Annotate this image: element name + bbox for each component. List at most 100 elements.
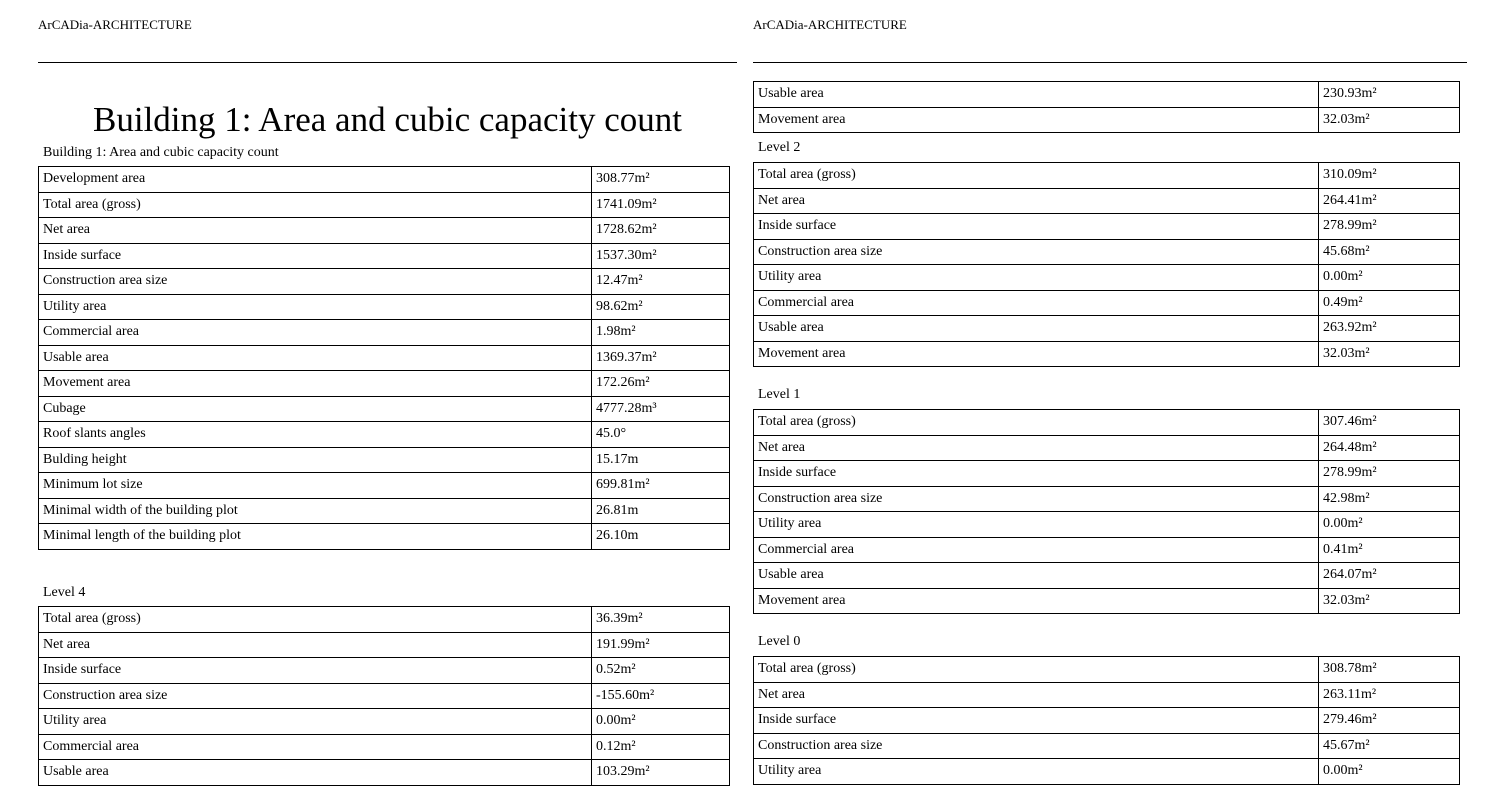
cell-value: 45.67m² <box>1318 732 1460 759</box>
table-row: Net area 264.41m² <box>753 187 1460 214</box>
page-title: Building 1: Area and cubic capacity coun… <box>93 100 682 139</box>
cell-value: 308.78m² <box>1318 656 1460 683</box>
section-label: Level 1 <box>758 387 801 402</box>
cell-name: Usable area <box>753 315 1319 342</box>
cell-name: Utility area <box>753 758 1319 785</box>
table-row: Net area 1728.62m² <box>38 217 730 244</box>
table-row: Roof slants angles 45.0° <box>38 421 730 448</box>
area-table: Total area (gross) 310.09m² Net area 264.41… <box>753 162 1460 367</box>
cell-name: Movement area <box>753 587 1319 614</box>
cell-value: 310.09m² <box>1318 162 1460 189</box>
table-row: Net area 264.48m² <box>753 434 1460 461</box>
cell-value: 307.46m² <box>1318 409 1460 436</box>
cell-name: Net area <box>38 631 592 658</box>
cell-value: 42.98m² <box>1318 485 1460 512</box>
cell-value: 1728.62m² <box>591 217 730 244</box>
cell-name: Roof slants angles <box>38 421 592 448</box>
cell-value: 230.93m² <box>1318 81 1460 108</box>
area-table: Total area (gross) 308.78m² Net area 263.11… <box>753 656 1460 785</box>
table-row: Commercial area 1.98m² <box>38 319 730 346</box>
cell-value: 264.48m² <box>1318 434 1460 461</box>
cell-value: 1741.09m² <box>591 191 730 218</box>
table-row: Commercial area 0.12m² <box>38 733 730 760</box>
cell-name: Inside surface <box>38 657 592 684</box>
cell-value: 26.10m <box>591 523 730 550</box>
cell-value: 15.17m <box>591 446 730 473</box>
cell-name: Total area (gross) <box>753 409 1319 436</box>
cell-name: Net area <box>753 187 1319 214</box>
cell-value: 32.03m² <box>1318 106 1460 133</box>
table-row: Construction area size 42.98m² <box>753 485 1460 512</box>
left-page: ArCADia-ARCHITECTURE Building 1: Area an… <box>38 17 737 786</box>
area-table: Total area (gross) 36.39m² Net area 191.99m… <box>38 606 730 786</box>
cell-value: 1369.37m² <box>591 344 730 371</box>
table-row: Commercial area 0.49m² <box>753 289 1460 316</box>
cell-name: Usable area <box>753 562 1319 589</box>
cell-name: Commercial area <box>753 289 1319 316</box>
table-row: Movement area 172.26m² <box>38 370 730 397</box>
cell-name: Commercial area <box>38 733 592 760</box>
cell-value: 0.49m² <box>1318 289 1460 316</box>
cell-name: Total area (gross) <box>753 162 1319 189</box>
table-row: Net area 263.11m² <box>753 681 1460 708</box>
table-row: Usable area 1369.37m² <box>38 344 730 371</box>
table-row: Utility area 0.00m² <box>753 758 1460 785</box>
cell-name: Inside surface <box>753 213 1319 240</box>
cell-value: 263.92m² <box>1318 315 1460 342</box>
section-label: Level 0 <box>758 634 801 649</box>
cell-name: Total area (gross) <box>753 656 1319 683</box>
table-row: Usable area 264.07m² <box>753 562 1460 589</box>
table-row: Bulding height 15.17m <box>38 446 730 473</box>
cell-value: 0.00m² <box>591 708 730 735</box>
table-row: Inside surface 278.99m² <box>753 213 1460 240</box>
cell-name: Movement area <box>753 340 1319 367</box>
section-label: Building 1: Area and cubic capacity coun… <box>43 145 279 160</box>
table-row: Utility area 0.00m² <box>753 511 1460 538</box>
page-header: ArCADia-ARCHITECTURE <box>38 17 192 32</box>
cell-name: Minimal width of the building plot <box>38 497 592 524</box>
cell-name: Commercial area <box>38 319 592 346</box>
cell-value: 45.68m² <box>1318 238 1460 265</box>
cell-value: 263.11m² <box>1318 681 1460 708</box>
cell-name: Inside surface <box>753 707 1319 734</box>
cell-value: 4777.28m³ <box>591 395 730 422</box>
cell-name: Development area <box>38 166 592 193</box>
cell-name: Total area (gross) <box>38 606 592 633</box>
cell-name: Utility area <box>38 293 592 320</box>
area-table: Development area 308.77m² Total area (gros… <box>38 166 730 550</box>
cell-value: 98.62m² <box>591 293 730 320</box>
cell-value: 45.0° <box>591 421 730 448</box>
table-row: Utility area 0.00m² <box>753 264 1460 291</box>
cell-value: 278.99m² <box>1318 460 1460 487</box>
table-row: Construction area size 12.47m² <box>38 268 730 295</box>
cell-name: Inside surface <box>753 460 1319 487</box>
cell-value: 191.99m² <box>591 631 730 658</box>
cell-name: Usable area <box>753 81 1319 108</box>
cell-value: 308.77m² <box>591 166 730 193</box>
cell-value: 103.29m² <box>591 759 730 786</box>
table-row: Total area (gross) 310.09m² <box>753 162 1460 189</box>
cell-value: 0.00m² <box>1318 511 1460 538</box>
header-divider <box>38 62 737 63</box>
table-row: Inside surface 1537.30m² <box>38 242 730 269</box>
cell-name: Utility area <box>753 511 1319 538</box>
cell-name: Cubage <box>38 395 592 422</box>
cell-value: 699.81m² <box>591 472 730 499</box>
cell-name: Net area <box>38 217 592 244</box>
table-row: Usable area 103.29m² <box>38 759 730 786</box>
cell-value: 1537.30m² <box>591 242 730 269</box>
cell-value: 1.98m² <box>591 319 730 346</box>
cell-value: 32.03m² <box>1318 587 1460 614</box>
table-row: Cubage 4777.28m³ <box>38 395 730 422</box>
cell-name: Construction area size <box>38 268 592 295</box>
area-table: Usable area 230.93m² Movement area 32.03m² <box>753 81 1460 133</box>
table-row: Utility area 0.00m² <box>38 708 730 735</box>
cell-value: 26.81m <box>591 497 730 524</box>
cell-name: Total area (gross) <box>38 191 592 218</box>
table-row: Minimal length of the building plot 26.10… <box>38 523 730 550</box>
cell-value: 32.03m² <box>1318 340 1460 367</box>
cell-value: 36.39m² <box>591 606 730 633</box>
cell-value: 12.47m² <box>591 268 730 295</box>
table-row: Total area (gross) 1741.09m² <box>38 191 730 218</box>
table-row: Usable area 230.93m² <box>753 81 1460 108</box>
